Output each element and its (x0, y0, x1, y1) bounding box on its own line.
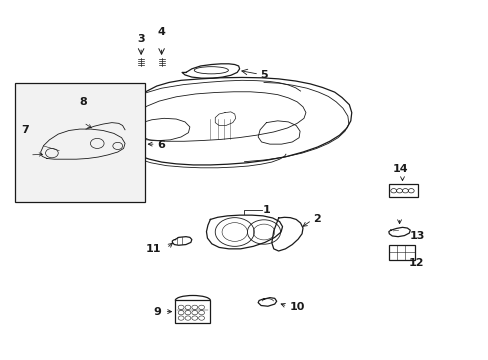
Text: 11: 11 (146, 244, 161, 254)
Text: 12: 12 (407, 258, 423, 268)
Text: 7: 7 (21, 125, 29, 135)
Text: 8: 8 (80, 97, 87, 107)
Text: 2: 2 (312, 215, 320, 224)
Text: 9: 9 (153, 307, 161, 316)
Text: 13: 13 (408, 231, 424, 240)
Text: 6: 6 (158, 140, 165, 150)
Bar (15, 83, 144, 202)
Text: 1: 1 (263, 206, 270, 216)
Bar (388, 245, 414, 260)
Text: 14: 14 (392, 163, 407, 174)
Text: 5: 5 (260, 70, 267, 80)
Text: 4: 4 (157, 27, 165, 37)
Text: 10: 10 (289, 302, 304, 312)
Bar (175, 301, 210, 323)
Text: 3: 3 (137, 34, 144, 44)
Bar (388, 184, 417, 197)
